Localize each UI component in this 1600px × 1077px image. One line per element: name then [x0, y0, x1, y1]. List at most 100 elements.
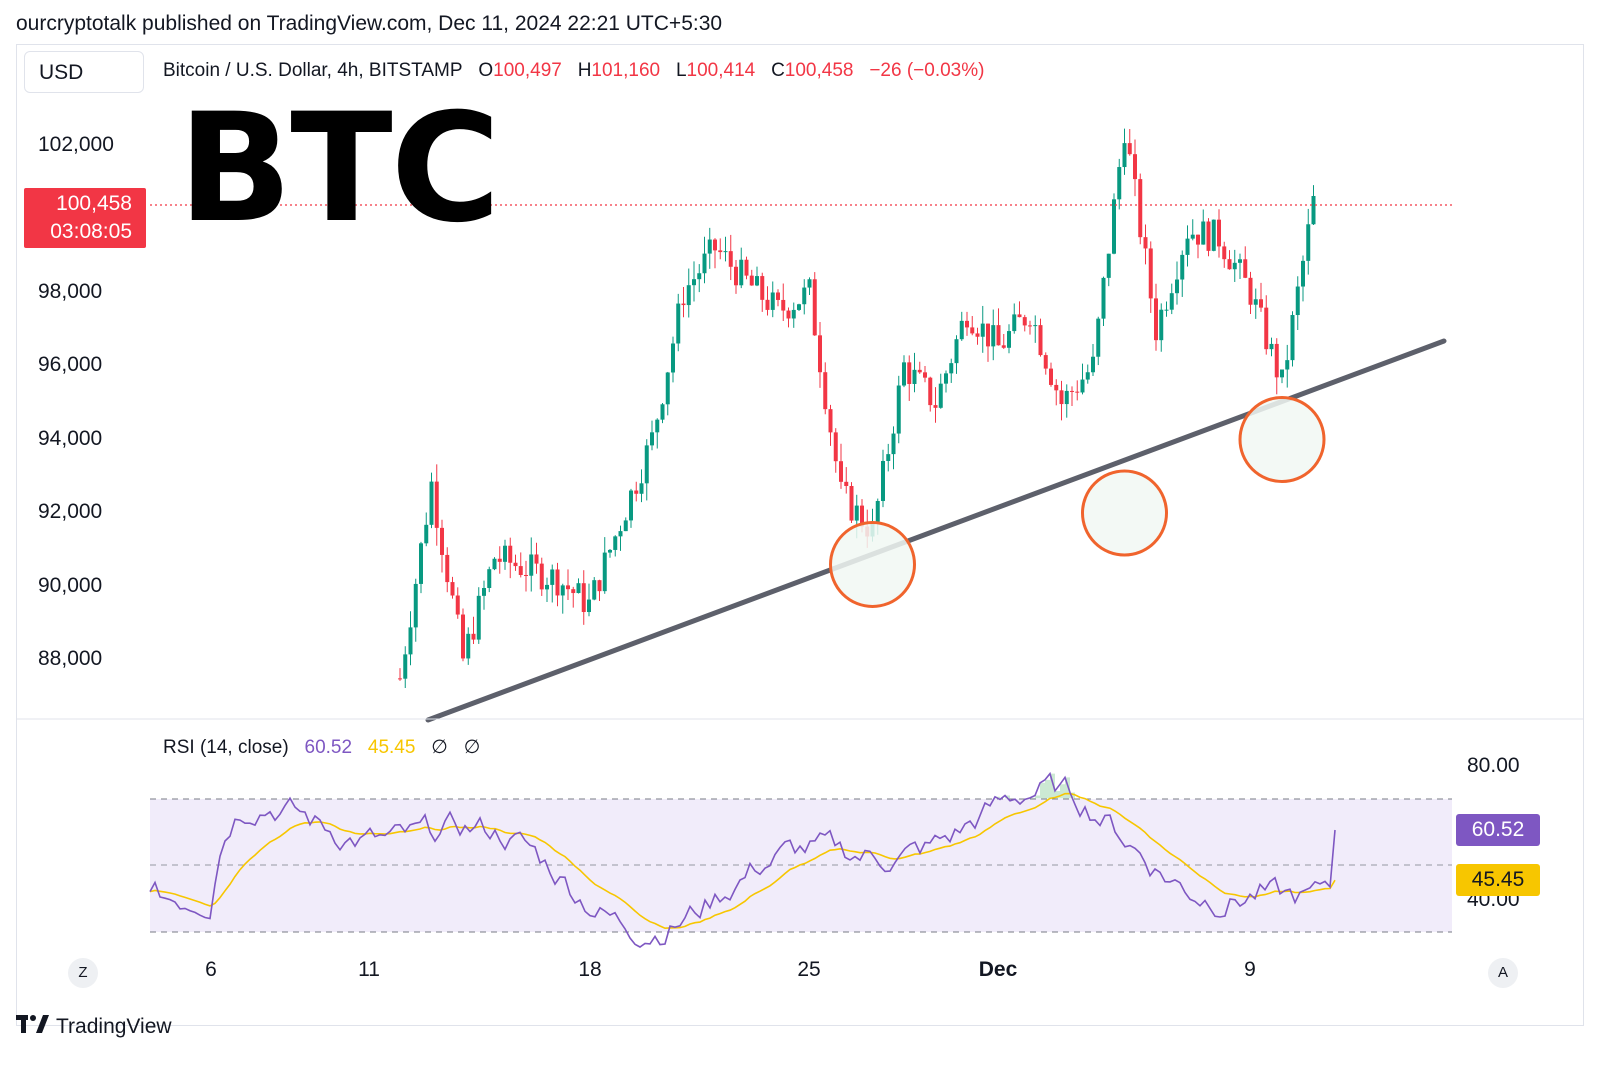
last-price-value: 100,458	[56, 192, 132, 215]
price-axis-tick: 94,000	[38, 426, 103, 450]
time-axis-tick: 11	[358, 958, 380, 981]
candle-body	[592, 580, 597, 600]
candle-body	[860, 505, 864, 527]
open-value: 100,497	[493, 60, 562, 81]
candle-body	[1290, 315, 1295, 361]
candle-body	[1180, 254, 1185, 280]
candle-body	[707, 239, 712, 254]
candle-body	[713, 239, 717, 251]
candle-body	[1169, 293, 1174, 310]
candle-body	[723, 251, 728, 253]
price-axis-tick: 90,000	[38, 573, 103, 597]
candle-body	[1285, 360, 1290, 370]
candle-body	[1248, 277, 1253, 305]
candle-body	[839, 461, 843, 482]
last-price-tag: 100,458 03:08:05	[24, 188, 146, 248]
highlight-circle	[829, 520, 916, 608]
zoom-reset-button[interactable]: Z	[68, 958, 98, 988]
candle-body	[1017, 314, 1022, 318]
candle-body	[1274, 343, 1279, 378]
candle-body	[807, 279, 812, 288]
candle-body	[429, 481, 434, 525]
candle-body	[881, 460, 885, 501]
candle-body	[692, 279, 696, 286]
close-value: 100,458	[784, 60, 854, 81]
candle-body	[749, 275, 754, 286]
candle-body	[1054, 384, 1059, 391]
candle-body	[755, 276, 759, 286]
rsi-title: RSI (14, close)	[163, 737, 289, 758]
candle-body	[629, 490, 633, 521]
candle-body	[508, 545, 513, 563]
candle-body	[938, 383, 943, 408]
rsi-value-tag: 60.52	[1456, 814, 1540, 846]
candle-body	[1232, 262, 1237, 270]
candle-body	[1190, 234, 1195, 239]
candle-body	[660, 404, 665, 420]
candle-body	[886, 454, 891, 461]
price-axis-tick: 92,000	[38, 500, 103, 523]
candle-body	[644, 445, 649, 484]
candle-body	[1043, 355, 1048, 369]
candle-body	[424, 524, 429, 544]
candle-body	[1222, 246, 1227, 260]
rsi-legend: RSI (14, close) 60.52 45.45 ∅ ∅	[163, 736, 480, 759]
candle-body	[560, 585, 565, 596]
rsi-ma-value: 45.45	[367, 737, 416, 758]
candle-body	[545, 584, 549, 590]
candle-body	[928, 377, 933, 406]
candle-body	[655, 419, 660, 433]
candle-body	[1033, 325, 1038, 327]
candle-body	[1038, 325, 1043, 356]
high-label: H	[577, 60, 592, 81]
candle-body	[487, 569, 492, 588]
candle-body	[912, 369, 917, 384]
candle-body	[781, 299, 786, 311]
candle-body	[970, 327, 975, 334]
currency-button[interactable]: USD	[24, 51, 144, 93]
candle-body	[471, 633, 476, 640]
highlight-circle	[1238, 396, 1326, 483]
candle-body	[739, 259, 744, 286]
candle-body	[665, 372, 670, 405]
time-axis-tick: 18	[578, 958, 602, 981]
chart-frame	[16, 44, 1584, 1026]
candle-body	[1238, 259, 1242, 263]
candle-body	[923, 372, 927, 378]
candle-body	[513, 562, 518, 567]
candle-body	[1127, 143, 1132, 155]
candle-body	[676, 303, 681, 344]
symbol-title: Bitcoin / U.S. Dollar, 4h, BITSTAMP	[163, 60, 463, 81]
candle-body	[1196, 234, 1200, 245]
candle-body	[1206, 221, 1211, 251]
bar-countdown: 03:08:05	[50, 220, 132, 243]
candle-body	[902, 362, 906, 386]
candle-body	[833, 432, 838, 462]
rsi-ma-line	[149, 792, 1336, 930]
candle-body	[1201, 221, 1206, 245]
rsi-ma-value-tag: 45.45	[1456, 864, 1540, 896]
candle-body	[440, 527, 444, 555]
time-axis-tick: 6	[205, 958, 217, 981]
candle-body	[529, 554, 534, 576]
tradingview-logo-icon	[16, 1013, 50, 1041]
candle-body	[1096, 318, 1101, 357]
candle-body	[1059, 390, 1064, 405]
low-label: L	[675, 60, 687, 81]
candle-body	[1122, 143, 1127, 168]
candle-body	[518, 566, 523, 575]
candle-body	[818, 335, 822, 373]
candle-body	[1007, 331, 1011, 348]
candle-body	[965, 320, 969, 328]
candle-body	[618, 531, 623, 537]
auto-scale-button[interactable]: A	[1488, 958, 1518, 988]
candle-body	[1117, 167, 1122, 200]
candle-body	[1112, 199, 1116, 254]
candle-body	[1259, 299, 1263, 308]
candle-body	[891, 433, 896, 455]
time-axis-tick: 25	[797, 958, 821, 981]
rsi-line	[149, 771, 1336, 948]
candle-body	[398, 678, 402, 680]
candle-body	[770, 292, 775, 310]
